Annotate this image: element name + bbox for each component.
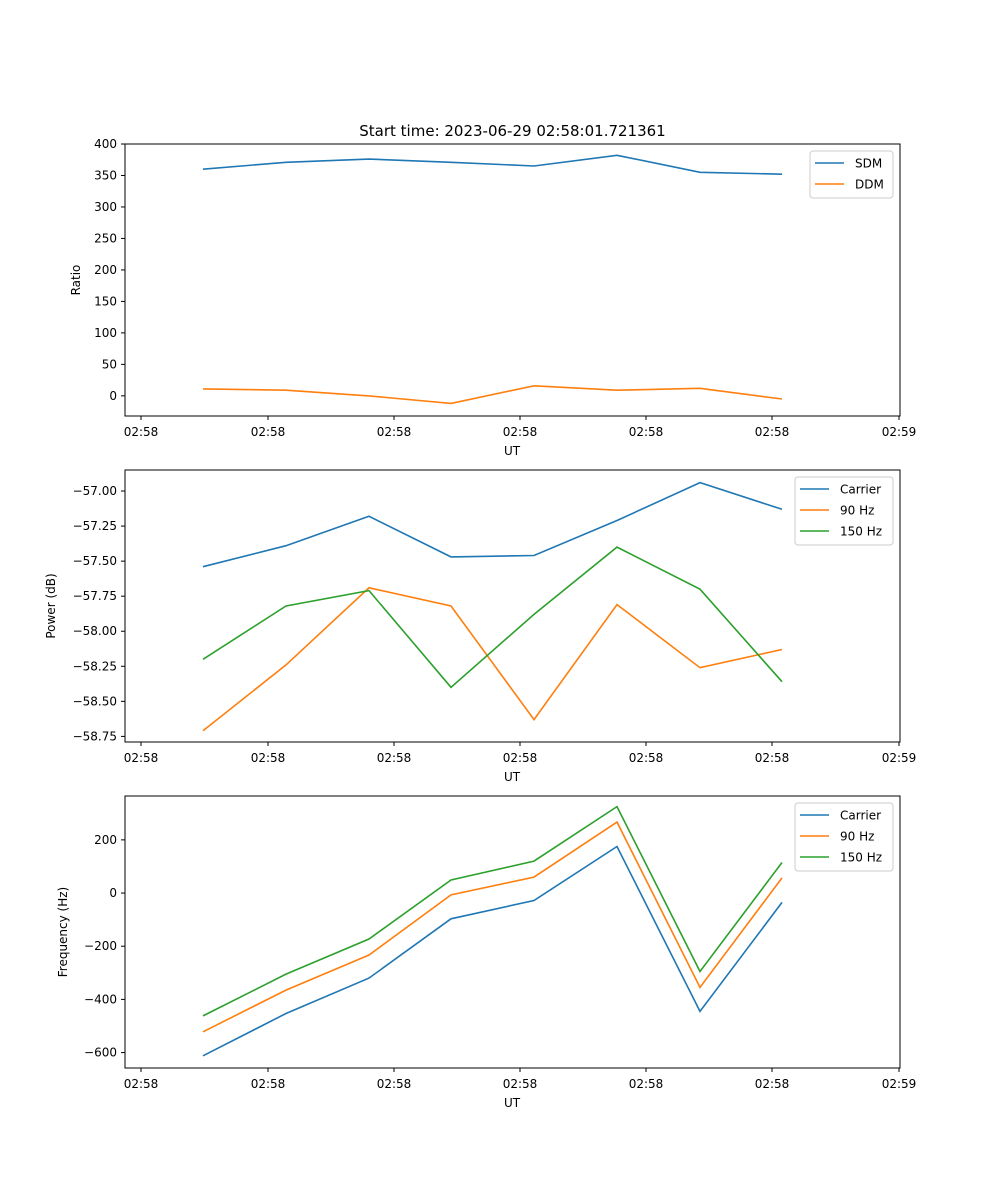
x-tick-label: 02:58	[629, 425, 664, 439]
legend-label: 150 Hz	[840, 525, 882, 539]
x-tick-label: 02:58	[377, 1077, 412, 1091]
legend-label: 90 Hz	[840, 504, 874, 518]
chart-panel-1: 02:58 02:58 02:58 02:58 02:58 02:58 02:59 UT 0 50…	[69, 137, 916, 458]
y-tick-label: 0	[109, 389, 117, 403]
x-tick-label: 02:59	[882, 425, 917, 439]
legend-label: 150 Hz	[840, 851, 882, 865]
x-axis-label: UT	[504, 444, 521, 458]
y-tick-label: −58.00	[73, 624, 117, 638]
y-axis-label: Ratio	[69, 265, 83, 296]
x-tick-label: 02:58	[124, 751, 159, 765]
x-tick-label: 02:58	[503, 751, 538, 765]
x-axis-label: UT	[504, 1096, 521, 1110]
y-tick-label: −57.75	[73, 589, 117, 603]
legend-box	[794, 476, 894, 546]
series-line-90-hz	[202, 820, 783, 1033]
plot-area-frame	[124, 469, 901, 743]
series-line-carrier	[202, 481, 783, 568]
series-line-ddm	[202, 384, 783, 405]
legend: Carrier 90 Hz 150 Hz	[794, 476, 894, 546]
x-tick-label: 02:58	[124, 425, 159, 439]
y-tick-label: 200	[94, 263, 117, 277]
x-tick-label: 02:58	[755, 425, 790, 439]
legend-label: Carrier	[840, 483, 881, 497]
x-tick-label: 02:58	[755, 1077, 790, 1091]
y-axis-label: Power (dB)	[44, 573, 58, 638]
chart-panel-3: 02:58 02:58 02:58 02:58 02:58 02:58 02:59 UT −60…	[56, 795, 917, 1110]
y-tick-label: −57.50	[73, 554, 117, 568]
legend-label: SDM	[855, 157, 882, 171]
y-tick-label: 200	[94, 833, 117, 847]
y-tick-label: −57.25	[73, 519, 117, 533]
y-tick-label: −200	[84, 939, 117, 953]
y-tick-label: 150	[94, 294, 117, 308]
legend: Carrier 90 Hz 150 Hz	[794, 802, 894, 872]
x-tick-label: 02:58	[503, 425, 538, 439]
y-tick-label: 250	[94, 231, 117, 245]
y-tick-label: 350	[94, 168, 117, 182]
legend-label: 90 Hz	[840, 830, 874, 844]
legend: SDM DDM	[809, 150, 894, 199]
x-tick-label: 02:58	[251, 1077, 286, 1091]
y-axis-label: Frequency (Hz)	[56, 887, 70, 978]
x-tick-label: 02:58	[629, 1077, 664, 1091]
chart-panel-2: 02:58 02:58 02:58 02:58 02:58 02:58 02:59 UT −58…	[44, 469, 917, 784]
series-line-150-hz	[202, 546, 783, 689]
y-tick-label: −57.00	[73, 484, 117, 498]
x-tick-label: 02:58	[251, 425, 286, 439]
y-tick-label: −600	[84, 1046, 117, 1060]
y-tick-label: 100	[94, 326, 117, 340]
x-axis-label: UT	[504, 770, 521, 784]
x-tick-label: 02:59	[882, 1077, 917, 1091]
x-tick-label: 02:58	[377, 751, 412, 765]
y-tick-label: 50	[102, 357, 117, 371]
figure-title: Start time: 2023-06-29 02:58:01.721361	[359, 122, 665, 140]
legend-label: Carrier	[840, 809, 881, 823]
plot-area-frame	[124, 795, 901, 1069]
y-tick-label: 300	[94, 200, 117, 214]
x-tick-label: 02:58	[755, 751, 790, 765]
x-tick-label: 02:58	[377, 425, 412, 439]
series-line-carrier	[202, 845, 783, 1057]
series-line-90-hz	[202, 586, 783, 732]
y-tick-label: −58.50	[73, 694, 117, 708]
x-tick-label: 02:58	[629, 751, 664, 765]
y-tick-label: 400	[94, 137, 117, 151]
legend-label: DDM	[855, 178, 884, 192]
y-tick-label: −58.25	[73, 659, 117, 673]
y-tick-label: −400	[84, 992, 117, 1006]
y-tick-label: −58.75	[73, 729, 117, 743]
x-tick-label: 02:58	[124, 1077, 159, 1091]
x-tick-label: 02:59	[882, 751, 917, 765]
series-line-sdm	[202, 154, 783, 175]
series-line-150-hz	[202, 805, 783, 1017]
legend-box	[794, 802, 894, 872]
x-tick-label: 02:58	[251, 751, 286, 765]
plot-area-frame	[124, 143, 901, 417]
y-tick-label: 0	[109, 886, 117, 900]
x-tick-label: 02:58	[503, 1077, 538, 1091]
